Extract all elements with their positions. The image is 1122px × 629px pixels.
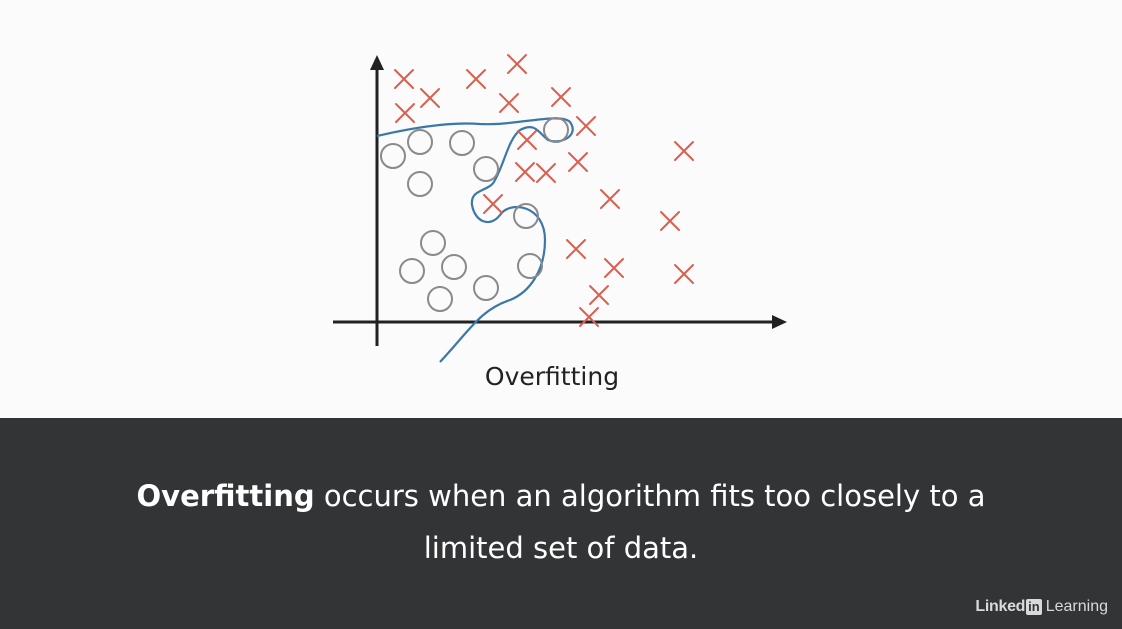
- circle-icon: [427, 286, 453, 312]
- circle-icon: [543, 117, 569, 143]
- cross-icon: [536, 163, 556, 183]
- caption-term: Overfitting: [136, 479, 315, 513]
- class-b-points: [380, 117, 569, 312]
- circle-icon: [449, 130, 475, 156]
- cross-icon: [507, 54, 527, 74]
- circle-icon: [399, 258, 425, 284]
- caption-line-1: Overfitting occurs when an algorithm fit…: [0, 470, 1122, 522]
- cross-icon: [660, 211, 680, 231]
- circle-icon: [380, 143, 406, 169]
- cross-icon: [515, 162, 535, 182]
- cross-icon: [517, 130, 537, 150]
- y-axis-arrow: [370, 55, 384, 70]
- circle-icon: [420, 230, 446, 256]
- circle-icon: [513, 203, 539, 229]
- cross-icon: [579, 307, 599, 327]
- circle-icon: [441, 254, 467, 280]
- cross-icon: [576, 116, 596, 136]
- cross-icon: [589, 285, 609, 305]
- slide-area: Overfitting: [333, 54, 787, 391]
- linkedin-learning-logo: Linked in Learning: [975, 598, 1108, 616]
- cross-icon: [674, 141, 694, 161]
- cross-icon: [466, 69, 486, 89]
- cross-icon: [483, 194, 503, 214]
- circle-icon: [473, 156, 499, 182]
- cross-icon: [395, 103, 415, 123]
- axes: [333, 55, 787, 346]
- decision-boundary-curve: [376, 117, 574, 363]
- cross-icon: [604, 258, 624, 278]
- brand-word: Linked: [975, 598, 1026, 615]
- cross-icon: [420, 88, 440, 108]
- caption: Overfitting occurs when an algorithm fit…: [0, 470, 1122, 574]
- cross-icon: [566, 239, 586, 259]
- brand-box: in: [1026, 599, 1042, 615]
- x-axis-arrow: [772, 315, 787, 329]
- cross-icon: [394, 69, 414, 89]
- cross-icon: [568, 152, 588, 172]
- cross-icon: [674, 264, 694, 284]
- cross-icon: [551, 87, 571, 107]
- caption-bar: [0, 418, 1122, 629]
- circle-icon: [517, 253, 543, 279]
- cross-icon: [600, 189, 620, 209]
- overfitting-diagram: Overfitting: [333, 54, 787, 391]
- class-a-points: [394, 54, 694, 327]
- brand-suffix: Learning: [1045, 598, 1108, 615]
- caption-line-2: limited set of data.: [423, 531, 699, 565]
- circle-icon: [473, 275, 499, 301]
- circle-icon: [407, 171, 433, 197]
- cross-icon: [499, 93, 519, 113]
- caption-text-1: occurs when an algorithm fits too closel…: [314, 479, 986, 513]
- circle-icon: [407, 129, 433, 155]
- diagram-title: Overfitting: [485, 362, 619, 391]
